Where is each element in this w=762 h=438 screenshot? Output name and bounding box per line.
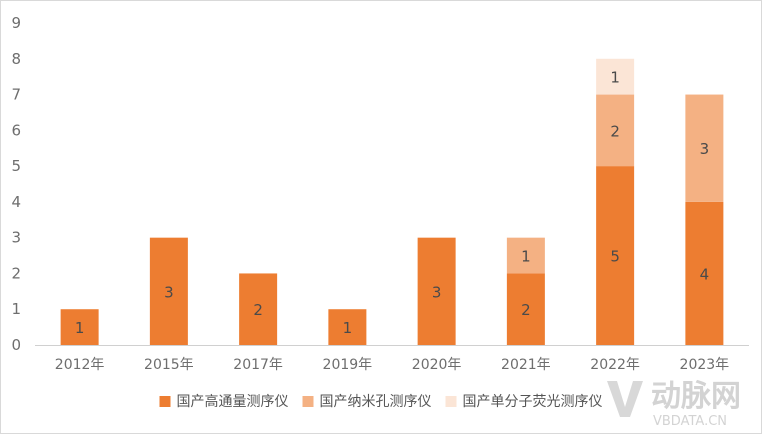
bar-segment	[149, 237, 188, 345]
legend-swatch	[445, 396, 457, 407]
x-tick-label: 2019年	[323, 357, 373, 373]
vb-logo-icon	[607, 381, 643, 417]
legend-swatch	[159, 396, 171, 407]
data-label: 3	[700, 140, 710, 158]
bar-segment	[60, 309, 99, 345]
bar-segment	[328, 309, 367, 345]
legend-swatch	[302, 396, 314, 407]
y-tick-label: 9	[11, 14, 21, 32]
y-tick-label: 1	[11, 300, 21, 318]
data-label: 2	[521, 301, 531, 319]
y-tick-label: 5	[11, 157, 21, 175]
watermark-name: 动脉网	[651, 379, 741, 414]
data-label: 4	[700, 265, 710, 283]
legend-label: 国产纳米孔测序仪	[320, 394, 432, 410]
x-tick-label: 2022年	[590, 357, 640, 373]
watermark-site: VBDATA.CN	[653, 414, 727, 429]
data-label: 2	[610, 122, 620, 140]
x-tick-label: 2015年	[144, 357, 194, 373]
x-tick-label: 2023年	[680, 357, 730, 373]
bar-segment	[506, 237, 545, 274]
data-label: 1	[343, 319, 353, 337]
x-tick-label: 2017年	[233, 357, 283, 373]
y-tick-label: 6	[11, 121, 21, 139]
x-tick-label: 2012年	[55, 357, 105, 373]
data-label: 1	[75, 319, 85, 337]
y-tick-label: 4	[11, 193, 21, 211]
legend-label: 国产单分子荧光测序仪	[463, 393, 603, 410]
bar-segment	[596, 58, 635, 95]
y-tick-label: 0	[11, 336, 21, 354]
bar-segment	[685, 94, 724, 202]
bar-segment	[685, 201, 724, 345]
legend-label: 国产高通量测序仪	[177, 393, 289, 410]
x-tick-label: 2020年	[412, 357, 462, 373]
bar-segment	[506, 273, 545, 345]
data-label: 1	[521, 248, 531, 266]
bar-segment	[239, 273, 278, 345]
bar-segment	[596, 94, 635, 167]
data-label: 5	[610, 248, 620, 266]
data-label: 3	[432, 283, 442, 301]
data-label: 3	[164, 283, 174, 301]
y-tick-label: 8	[11, 50, 21, 68]
data-label: 1	[610, 69, 620, 87]
y-tick-label: 3	[11, 229, 21, 247]
y-tick-label: 2	[11, 264, 21, 282]
x-tick-label: 2021年	[501, 357, 551, 373]
data-label: 2	[253, 301, 263, 319]
bar-segment	[417, 237, 456, 345]
bar-segment	[596, 166, 635, 345]
y-tick-label: 7	[11, 86, 21, 104]
